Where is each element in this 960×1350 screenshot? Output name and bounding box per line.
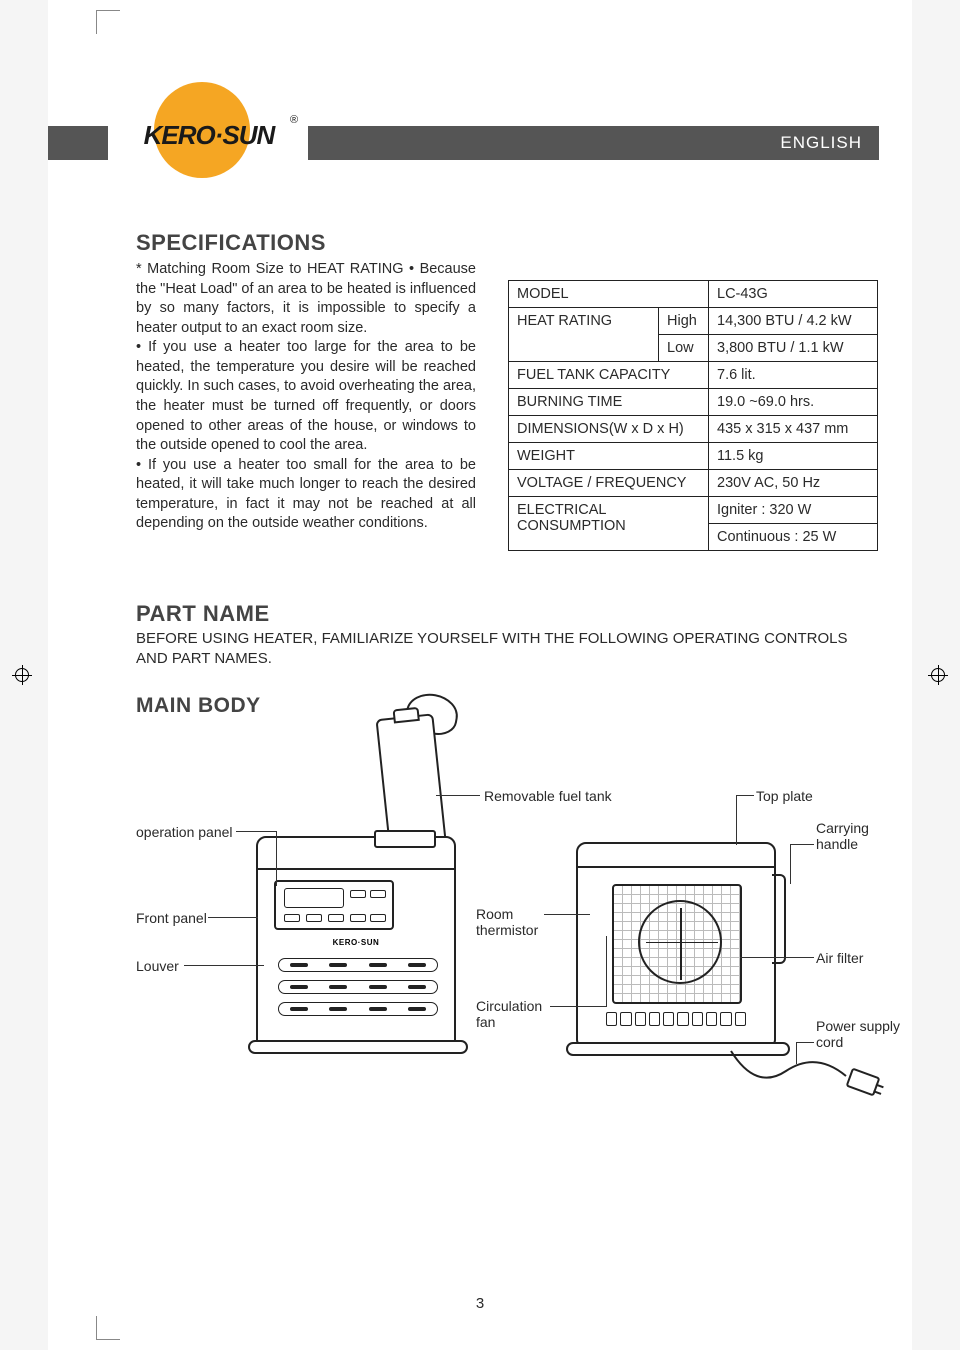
specifications-heading: SPECIFICATIONS (136, 230, 878, 256)
table-row: FUEL TANK CAPACITY 7.6 lit. (509, 362, 878, 389)
table-row: ELECTRICAL CONSUMPTION Igniter : 320 W (509, 497, 878, 524)
header-bar-left (48, 126, 108, 160)
language-badge: ENGLISH (780, 133, 862, 153)
label-power-supply-cord: Power supply cord (816, 1018, 906, 1050)
spec-value: 19.0 ~69.0 hrs. (709, 389, 878, 416)
spec-label: BURNING TIME (509, 389, 709, 416)
spec-value: 230V AC, 50 Hz (709, 470, 878, 497)
spec-value: 435 x 315 x 437 mm (709, 416, 878, 443)
specifications-body-text: * Matching Room Size to HEAT RATING • Be… (136, 260, 476, 534)
table-row: DIMENSIONS(W x D x H) 435 x 315 x 437 mm (509, 416, 878, 443)
spec-value: 14,300 BTU / 4.2 kW (709, 308, 878, 335)
crop-mark (96, 1316, 120, 1340)
spec-sublabel: High (659, 308, 709, 335)
label-circulation-fan: Circulation fan (476, 998, 552, 1030)
brand-logo-text: KERO·SUN (124, 120, 294, 151)
spec-label: HEAT RATING (509, 308, 659, 362)
spec-value: 7.6 lit. (709, 362, 878, 389)
spec-value: Igniter : 320 W (709, 497, 878, 524)
page-header: ENGLISH KERO·SUN ® (48, 100, 912, 178)
registration-mark-right (928, 665, 948, 685)
main-body-diagram: KERO·SUN operation pane (136, 726, 878, 1126)
spec-value: LC-43G (709, 281, 878, 308)
registration-mark-left (12, 665, 32, 685)
specifications-table-wrap: MODEL LC-43G HEAT RATING High 14,300 BTU… (508, 260, 878, 551)
spec-value: 11.5 kg (709, 443, 878, 470)
label-louver: Louver (136, 958, 179, 974)
table-row: HEAT RATING High 14,300 BTU / 4.2 kW (509, 308, 878, 335)
brand-logo: KERO·SUN ® (124, 100, 294, 178)
specifications-body: * Matching Room Size to HEAT RATING • Be… (136, 260, 476, 551)
table-row: MODEL LC-43G (509, 281, 878, 308)
label-room-thermistor: Room thermistor (476, 906, 546, 938)
spec-label: ELECTRICAL CONSUMPTION (509, 497, 709, 551)
spec-label: WEIGHT (509, 443, 709, 470)
brand-on-unit: KERO·SUN (258, 938, 454, 947)
part-name-heading: PART NAME (136, 601, 878, 627)
table-row: VOLTAGE / FREQUENCY 230V AC, 50 Hz (509, 470, 878, 497)
spec-value: Continuous : 25 W (709, 524, 878, 551)
part-name-subtitle: BEFORE USING HEATER, FAMILIARIZE YOURSEL… (136, 629, 878, 670)
table-row: WEIGHT 11.5 kg (509, 443, 878, 470)
spec-label: DIMENSIONS(W x D x H) (509, 416, 709, 443)
label-removable-fuel-tank: Removable fuel tank (484, 788, 612, 804)
label-top-plate: Top plate (756, 788, 813, 804)
crop-mark (96, 10, 120, 34)
spec-label: FUEL TANK CAPACITY (509, 362, 709, 389)
label-air-filter: Air filter (816, 950, 863, 966)
main-body-heading: MAIN BODY (136, 694, 878, 718)
heater-front-illustration: KERO·SUN (256, 836, 456, 1046)
specifications-table: MODEL LC-43G HEAT RATING High 14,300 BTU… (508, 280, 878, 551)
table-row: BURNING TIME 19.0 ~69.0 hrs. (509, 389, 878, 416)
page: ENGLISH KERO·SUN ® SPECIFICATIONS * Matc… (48, 0, 912, 1350)
spec-label: MODEL (509, 281, 709, 308)
page-number: 3 (48, 1295, 912, 1312)
label-front-panel: Front panel (136, 910, 207, 926)
spec-label: VOLTAGE / FREQUENCY (509, 470, 709, 497)
registered-mark: ® (290, 114, 298, 126)
spec-value: 3,800 BTU / 1.1 kW (709, 335, 878, 362)
spec-sublabel: Low (659, 335, 709, 362)
label-carrying-handle: Carrying handle (816, 820, 876, 852)
label-operation-panel: operation panel (136, 824, 233, 840)
page-content: SPECIFICATIONS * Matching Room Size to H… (136, 230, 878, 1126)
